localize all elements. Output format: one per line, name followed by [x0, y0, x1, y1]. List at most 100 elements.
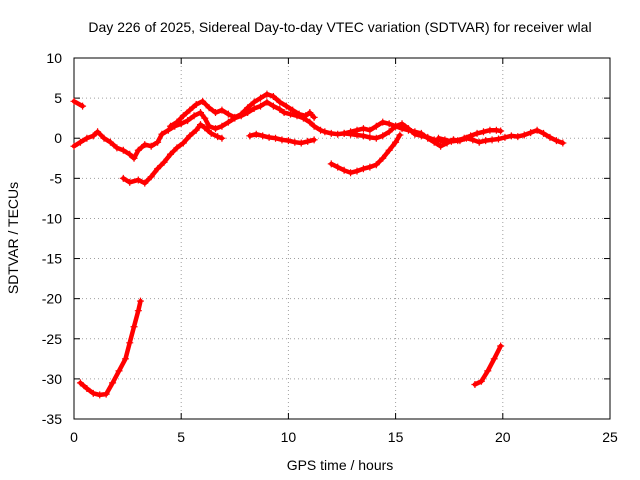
x-tick-label: 25: [602, 429, 618, 445]
data-point: [475, 138, 483, 146]
data-point: [441, 136, 449, 144]
y-tick-label: -10: [42, 210, 62, 226]
data-point: [190, 112, 198, 120]
x-tick-label: 0: [70, 429, 78, 445]
data-point: [134, 307, 142, 315]
data-point: [430, 138, 438, 146]
data-point: [134, 176, 142, 184]
data-point: [231, 113, 239, 121]
data-point: [533, 126, 541, 134]
data-point: [302, 112, 310, 120]
series-s5: [246, 130, 318, 147]
data-point: [147, 142, 155, 150]
data-point: [205, 104, 213, 112]
data-point: [396, 131, 404, 139]
data-point: [398, 125, 406, 133]
data-point: [113, 144, 121, 152]
data-point: [424, 134, 432, 142]
data-point: [177, 120, 185, 128]
data-point: [141, 179, 149, 187]
data-point: [473, 129, 481, 137]
data-point: [94, 128, 102, 136]
data-point: [460, 134, 468, 142]
data-point: [437, 142, 445, 150]
data-point: [289, 106, 297, 114]
data-point: [278, 136, 286, 144]
data-point: [119, 146, 127, 154]
data-point: [121, 355, 129, 363]
data-point: [252, 130, 260, 138]
data-point: [196, 109, 204, 117]
data-point: [353, 167, 361, 175]
data-point: [497, 127, 505, 135]
data-point: [392, 138, 400, 146]
plot-frame: [73, 57, 611, 420]
data-point: [552, 137, 560, 145]
data-point: [501, 133, 509, 141]
data-point: [218, 134, 226, 142]
data-point: [179, 139, 187, 147]
data-point: [497, 342, 505, 350]
data-point: [334, 163, 342, 171]
data-point: [126, 178, 134, 186]
series-s3: [119, 121, 226, 187]
data-point: [482, 137, 490, 145]
data-point: [201, 124, 209, 132]
data-point: [192, 101, 200, 109]
data-point: [265, 133, 273, 141]
data-point: [359, 132, 367, 140]
data-point: [321, 128, 329, 136]
data-point: [109, 379, 117, 387]
data-point: [79, 102, 87, 110]
grid-lines: [74, 58, 610, 419]
data-point: [257, 102, 265, 110]
data-point: [495, 135, 503, 143]
data-point: [447, 137, 455, 145]
data-point: [269, 102, 277, 110]
data-point: [372, 122, 380, 130]
data-point: [484, 367, 492, 375]
data-point: [179, 112, 187, 120]
data-point: [186, 132, 194, 140]
y-axis-label: SDTVAR / TECUs: [5, 182, 21, 294]
data-point: [417, 129, 425, 137]
series-s4: [166, 90, 318, 130]
data-point: [272, 134, 280, 142]
data-point: [514, 133, 522, 141]
x-ticks: 0 5 10 15 20 25: [70, 58, 618, 445]
data-point: [250, 105, 258, 113]
data-point: [385, 146, 393, 154]
data-point: [379, 118, 387, 126]
data-point: [218, 122, 226, 130]
data-point: [287, 110, 295, 118]
data-point: [164, 126, 172, 134]
x-tick-label: 15: [388, 429, 404, 445]
data-point: [295, 110, 303, 118]
data-point: [304, 137, 312, 145]
data-point: [366, 133, 374, 141]
data-point: [184, 117, 192, 125]
data-point: [201, 114, 209, 122]
data-series: [70, 90, 567, 399]
data-point: [310, 136, 318, 144]
data-point: [166, 122, 174, 130]
data-point: [237, 110, 245, 118]
data-point: [173, 118, 181, 126]
data-point: [411, 128, 419, 136]
data-point: [559, 139, 567, 147]
series-s6: [327, 131, 404, 177]
series-s1: [70, 97, 87, 110]
data-point: [158, 130, 166, 138]
data-point: [224, 110, 232, 118]
data-point: [70, 142, 78, 150]
data-point: [282, 102, 290, 110]
data-point: [327, 129, 335, 137]
chart-title: Day 226 of 2025, Sidereal Day-to-day VTE…: [88, 19, 591, 35]
data-point: [263, 90, 271, 98]
data-point: [186, 106, 194, 114]
series-trace: [329, 132, 403, 175]
data-point: [257, 94, 265, 102]
data-point: [106, 138, 114, 146]
data-point: [134, 146, 142, 154]
data-point: [490, 355, 498, 363]
